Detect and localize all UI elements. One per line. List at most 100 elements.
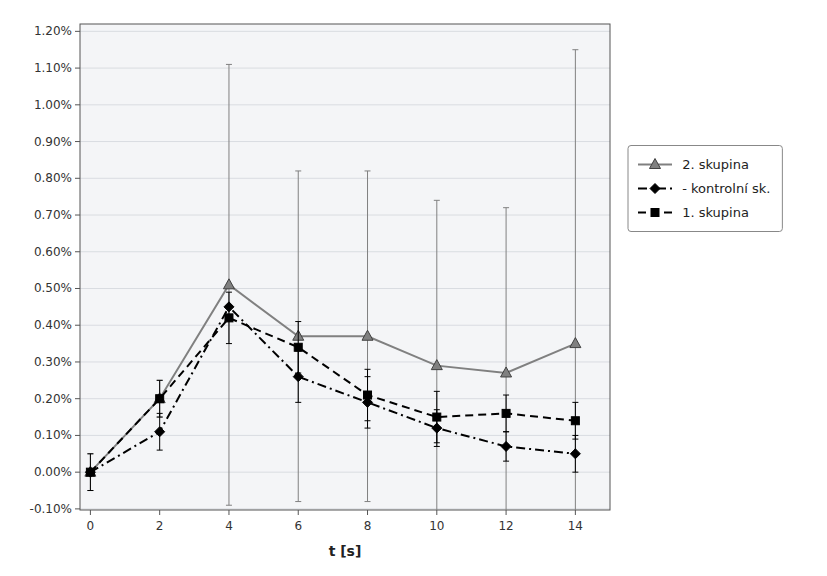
grid-line (80, 508, 610, 509)
data-point (223, 279, 234, 289)
tick-label: 1.10% (34, 61, 72, 75)
series (86, 292, 579, 476)
tick-label: 14 (568, 519, 583, 533)
tick-label: 6 (294, 519, 302, 533)
error-bar (87, 454, 93, 491)
error-bar (572, 50, 578, 510)
tick-mark (75, 251, 80, 252)
tick-label: 0.30% (34, 355, 72, 369)
chart: -0.10% 0.00% 0.10% 0.20% 0.30% 0.40% 0.50% 0.60… (0, 0, 827, 576)
legend: 2. skupina - kontrolní sk. 1. skupina (628, 146, 782, 232)
tick-mark (228, 510, 229, 515)
tick-label: 0.80% (34, 171, 72, 185)
grid-line (80, 141, 610, 142)
data-point (155, 427, 165, 437)
tick-label: 0.50% (34, 281, 72, 295)
tick-mark (75, 141, 80, 142)
error-bar (295, 322, 301, 373)
error-bar (226, 292, 232, 343)
tick-mark (75, 215, 80, 216)
legend-label: - kontrolní sk. (678, 181, 770, 196)
data-point (570, 338, 581, 348)
tick-mark (75, 288, 80, 289)
tick-label: 0.60% (34, 245, 72, 259)
tick-label: 8 (364, 519, 372, 533)
tick-label: 12 (498, 519, 513, 533)
tick-label: 0.40% (34, 318, 72, 332)
plot-area (80, 24, 610, 510)
tick-label: 2 (156, 519, 164, 533)
tick-label: 1.00% (34, 98, 72, 112)
tick-label: 10 (429, 519, 444, 533)
grid-line (80, 215, 610, 216)
tick-label: 0.10% (34, 428, 72, 442)
legend-marker (651, 209, 659, 217)
error-bar (365, 369, 371, 420)
tick-mark (90, 510, 91, 515)
tick-mark (75, 31, 80, 32)
legend-box (628, 146, 782, 232)
legend-marker (650, 159, 661, 169)
tick-mark (75, 68, 80, 69)
x-axis: 02468101214 (87, 510, 583, 533)
tick-mark (506, 510, 507, 515)
plot-frame (80, 24, 610, 510)
grid-line (80, 251, 610, 252)
data-point (571, 417, 579, 425)
series-line (90, 318, 575, 472)
data-point (86, 468, 94, 476)
x-axis-label: t [s] (329, 543, 362, 559)
data-point (364, 391, 372, 399)
tick-mark (367, 510, 368, 515)
tick-mark (436, 510, 437, 515)
grid-line (80, 31, 610, 32)
tick-mark (75, 435, 80, 436)
tick-label: 0.00% (34, 465, 72, 479)
tick-mark (298, 510, 299, 515)
grid-line (80, 68, 610, 69)
tick-mark (75, 508, 80, 509)
error-bar (572, 402, 578, 439)
tick-mark (75, 325, 80, 326)
tick-mark (75, 178, 80, 179)
data-point (156, 395, 164, 403)
series-line (90, 307, 575, 472)
tick-label: -0.10% (30, 502, 72, 516)
data-point (501, 441, 511, 451)
tick-label: 1.20% (34, 24, 72, 38)
series (85, 50, 581, 510)
error-bar (503, 208, 509, 510)
data-area (85, 50, 581, 510)
data-point (431, 360, 442, 370)
data-point (570, 449, 580, 459)
grid-line (80, 472, 610, 473)
legend-label: 1. skupina (678, 205, 749, 220)
series-line (90, 285, 575, 472)
tick-mark (75, 104, 80, 105)
data-point (85, 467, 95, 477)
tick-mark (75, 472, 80, 473)
tick-label: 0.20% (34, 392, 72, 406)
tick-mark (75, 398, 80, 399)
data-point (85, 466, 96, 476)
series (85, 302, 580, 491)
error-bar (503, 395, 509, 432)
legend-marker (650, 184, 660, 194)
data-point (433, 413, 441, 421)
error-bar (157, 380, 163, 417)
data-point (501, 367, 512, 377)
tick-mark (75, 361, 80, 362)
grid-line (80, 104, 610, 105)
data-point (362, 330, 373, 340)
data-point (502, 409, 510, 417)
data-point (225, 314, 233, 322)
error-bar (434, 200, 440, 510)
tick-label: 0.90% (34, 135, 72, 149)
grid-line (80, 288, 610, 289)
tick-mark (575, 510, 576, 515)
grid-line (80, 178, 610, 179)
tick-label: 0.70% (34, 208, 72, 222)
data-point (154, 393, 165, 403)
tick-label: 0 (87, 519, 95, 533)
error-bar (87, 454, 93, 491)
